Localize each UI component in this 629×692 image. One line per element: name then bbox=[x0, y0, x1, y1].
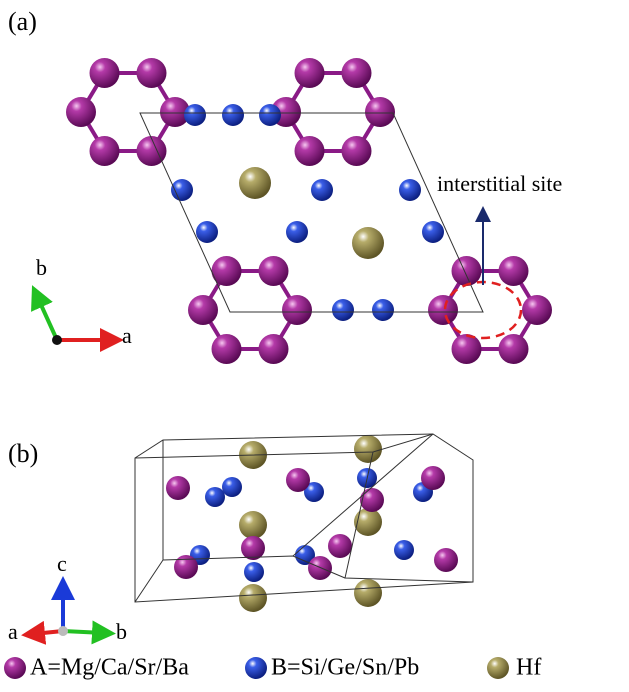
atom-a bbox=[522, 295, 552, 325]
atom-a bbox=[282, 295, 312, 325]
atom-a bbox=[211, 256, 242, 287]
atom-b bbox=[422, 221, 444, 243]
legend-label: A=Mg/Ca/Sr/Ba bbox=[30, 655, 189, 681]
atom-a bbox=[188, 295, 218, 325]
atom-a bbox=[451, 256, 482, 287]
axis-label: c bbox=[57, 551, 67, 576]
axis-label: b bbox=[36, 255, 47, 280]
atom-a bbox=[308, 556, 332, 580]
atom-a bbox=[258, 333, 289, 364]
axis-b bbox=[62, 620, 116, 645]
atom-b bbox=[171, 179, 193, 201]
legend-swatch bbox=[4, 657, 26, 679]
atom-b bbox=[196, 221, 218, 243]
atom-b bbox=[222, 104, 244, 126]
atom-a bbox=[174, 555, 198, 579]
structure bbox=[66, 58, 552, 612]
atom-a bbox=[365, 97, 395, 127]
atom-a bbox=[136, 135, 167, 166]
atom-a bbox=[294, 135, 325, 166]
axis-origin bbox=[52, 335, 62, 345]
atom-a bbox=[241, 536, 265, 560]
atom-a bbox=[498, 333, 529, 364]
atom-hf bbox=[239, 584, 267, 612]
atom-a bbox=[294, 58, 325, 89]
atom-a bbox=[136, 58, 167, 89]
atom-hf bbox=[239, 511, 267, 539]
atom-b bbox=[286, 221, 308, 243]
atom-b bbox=[259, 104, 281, 126]
legend-swatch bbox=[487, 657, 509, 679]
annotation: interstitial site bbox=[437, 171, 562, 196]
atom-b bbox=[394, 540, 414, 560]
atom-b bbox=[304, 482, 324, 502]
axis-label: a bbox=[122, 323, 132, 348]
panel-label: (a) bbox=[8, 7, 37, 36]
atom-a bbox=[286, 468, 310, 492]
legend-swatch bbox=[245, 657, 267, 679]
axis-b bbox=[31, 285, 59, 341]
atom-a bbox=[66, 97, 96, 127]
atom-a bbox=[341, 58, 372, 89]
atom-b bbox=[184, 104, 206, 126]
atom-b bbox=[311, 179, 333, 201]
atom-b bbox=[205, 487, 225, 507]
legend-label: Hf bbox=[516, 655, 541, 681]
atom-b bbox=[372, 299, 394, 321]
legend-label: B=Si/Ge/Sn/Pb bbox=[271, 655, 419, 681]
atom-a bbox=[328, 534, 352, 558]
axis-origin bbox=[58, 626, 68, 636]
atom-a bbox=[160, 97, 190, 127]
atom-a bbox=[89, 58, 120, 89]
atom-b bbox=[222, 477, 242, 497]
atom-hf bbox=[354, 579, 382, 607]
atom-hf bbox=[352, 227, 384, 259]
atom-a bbox=[166, 476, 190, 500]
atom-a bbox=[341, 135, 372, 166]
atom-a bbox=[211, 333, 242, 364]
atom-a bbox=[89, 135, 120, 166]
axis-label: b bbox=[116, 619, 127, 644]
atom-hf bbox=[239, 167, 271, 199]
atom-hf bbox=[354, 508, 382, 536]
atom-a bbox=[428, 295, 458, 325]
panel-label: (b) bbox=[8, 439, 38, 468]
atom-a bbox=[498, 256, 529, 287]
atom-b bbox=[244, 562, 264, 582]
axis-a bbox=[21, 620, 64, 645]
axis-label: a bbox=[8, 619, 18, 644]
unit-box bbox=[134, 433, 474, 603]
atom-a bbox=[258, 256, 289, 287]
atom-a bbox=[421, 466, 445, 490]
atom-a bbox=[360, 488, 384, 512]
atom-a bbox=[451, 333, 482, 364]
unit-cell bbox=[139, 112, 484, 313]
atom-b bbox=[399, 179, 421, 201]
atom-a bbox=[434, 548, 458, 572]
atom-hf bbox=[354, 435, 382, 463]
atom-b bbox=[332, 299, 354, 321]
